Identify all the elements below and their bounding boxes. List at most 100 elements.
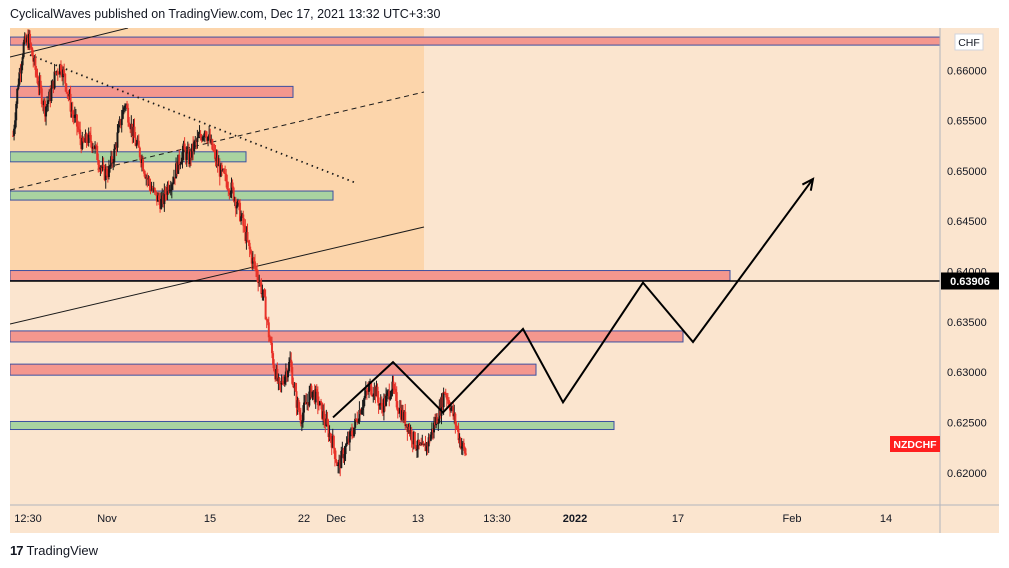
up-candle xyxy=(68,93,71,97)
down-candle xyxy=(463,447,466,454)
channel-mid-dashed-line[interactable] xyxy=(10,91,425,191)
x-tick-label: Feb xyxy=(783,513,802,525)
up-candle xyxy=(346,438,349,443)
up-candle xyxy=(286,370,289,378)
down-candle xyxy=(223,169,226,173)
up-candle xyxy=(312,390,315,392)
up-candle xyxy=(372,395,375,397)
down-candle xyxy=(446,399,449,401)
projected-price-path[interactable] xyxy=(332,178,814,419)
up-candle xyxy=(300,422,303,424)
up-candle xyxy=(147,178,150,180)
down-candle xyxy=(454,413,457,425)
down-candle xyxy=(397,411,400,414)
currency-label-box[interactable] xyxy=(954,33,984,51)
down-candle xyxy=(56,71,59,74)
channel-lower-line[interactable] xyxy=(10,226,425,325)
y-tick-label: 0.65000 xyxy=(947,166,987,178)
symbol-badge-box[interactable] xyxy=(890,436,940,452)
down-candle xyxy=(37,83,40,88)
down-candle xyxy=(321,402,324,419)
down-candle xyxy=(199,134,202,138)
down-candle xyxy=(271,342,274,354)
down-candle xyxy=(95,145,98,147)
down-candle xyxy=(394,389,397,393)
up-candle xyxy=(99,167,102,170)
dotted-downtrend-line[interactable] xyxy=(29,54,357,184)
down-candle xyxy=(297,400,300,411)
down-candle xyxy=(290,359,293,368)
up-candle xyxy=(277,377,280,382)
up-candle xyxy=(427,437,430,447)
down-candle xyxy=(455,424,458,427)
up-candle xyxy=(311,391,314,398)
up-candle xyxy=(55,71,58,73)
resistance-zone[interactable] xyxy=(10,270,731,282)
up-candle xyxy=(389,396,392,400)
down-candle xyxy=(447,400,450,406)
down-candle xyxy=(294,386,297,392)
publisher-line: CyclicalWaves published on TradingView.c… xyxy=(10,7,441,21)
up-candle xyxy=(450,407,453,411)
down-candle xyxy=(274,371,277,380)
down-candle xyxy=(89,134,92,143)
channel-upper-line[interactable] xyxy=(10,28,129,58)
up-candle xyxy=(412,432,415,445)
support-zone[interactable] xyxy=(10,151,247,163)
down-candle xyxy=(49,91,52,101)
projection-arrowhead-icon xyxy=(801,177,815,191)
down-candle xyxy=(310,385,313,398)
price-tag-box[interactable] xyxy=(941,272,999,290)
down-candle xyxy=(392,381,395,389)
down-candle xyxy=(24,36,27,43)
up-candle xyxy=(215,157,218,162)
up-candle xyxy=(417,439,420,450)
down-candle xyxy=(12,135,14,137)
up-candle xyxy=(50,88,53,101)
down-candle xyxy=(449,405,452,411)
up-candle xyxy=(91,146,94,149)
up-candle xyxy=(33,57,36,62)
up-candle xyxy=(419,443,422,446)
resistance-zone[interactable] xyxy=(10,85,294,98)
up-candle xyxy=(280,380,283,385)
support-zone[interactable] xyxy=(10,420,615,431)
symbol-badge: NZDCHF xyxy=(893,439,937,451)
up-candle xyxy=(251,258,254,264)
up-candle xyxy=(435,417,438,426)
up-candle xyxy=(405,424,408,427)
up-candle xyxy=(73,114,76,118)
brand-name[interactable]: TradingView xyxy=(26,543,99,558)
down-candle xyxy=(281,380,284,384)
up-candle xyxy=(322,411,325,419)
down-candle xyxy=(332,436,335,449)
up-candle xyxy=(145,177,148,179)
up-candle xyxy=(15,103,18,121)
up-candle xyxy=(386,392,389,396)
up-candle xyxy=(357,421,360,423)
down-candle xyxy=(127,107,130,123)
down-candle xyxy=(105,169,108,176)
resistance-zone[interactable] xyxy=(10,36,940,46)
down-candle xyxy=(457,428,460,441)
down-candle xyxy=(305,402,308,405)
up-candle xyxy=(150,189,153,191)
down-candle xyxy=(359,410,362,415)
up-candle xyxy=(363,395,366,400)
up-candle xyxy=(306,402,309,405)
up-candle xyxy=(169,189,172,191)
down-candle xyxy=(232,187,235,201)
resistance-zone[interactable] xyxy=(10,330,684,343)
down-candle xyxy=(422,442,425,446)
down-candle xyxy=(80,138,83,149)
down-candle xyxy=(128,122,131,127)
up-candle xyxy=(180,162,183,165)
tradingview-logo-icon[interactable]: 17 xyxy=(10,543,24,558)
down-candle xyxy=(82,137,85,142)
up-candle xyxy=(186,149,189,152)
up-candle xyxy=(136,140,139,144)
up-candle xyxy=(275,368,278,380)
up-candle xyxy=(325,418,328,426)
down-candle xyxy=(71,110,74,115)
